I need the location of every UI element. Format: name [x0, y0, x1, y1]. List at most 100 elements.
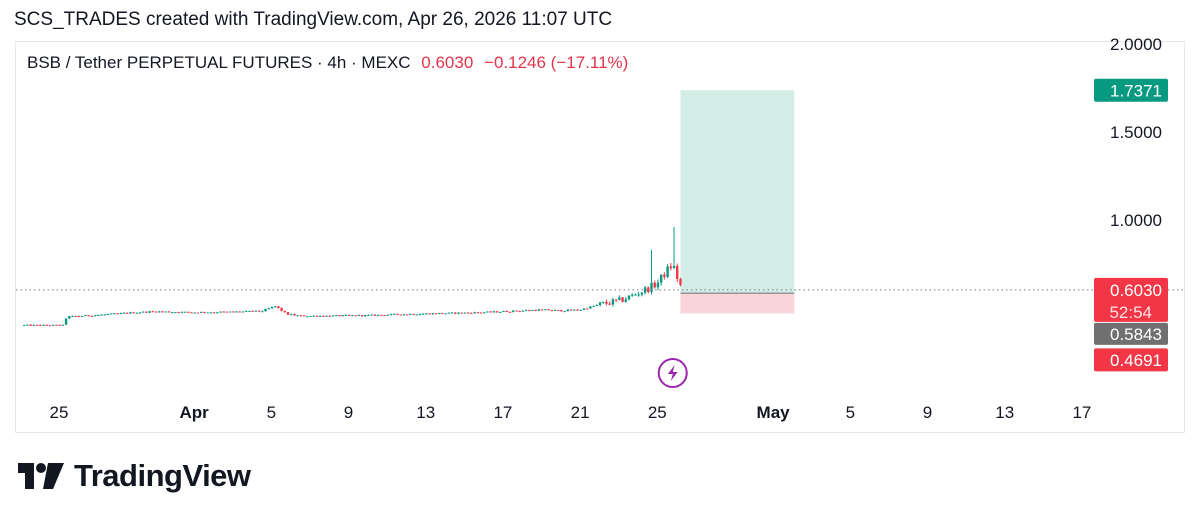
candle-body[interactable] [672, 266, 676, 269]
candle-body[interactable] [476, 312, 480, 314]
candle-body[interactable] [643, 287, 647, 293]
candle-body[interactable] [537, 309, 541, 311]
candle-body[interactable] [544, 309, 547, 311]
candle-body[interactable] [621, 297, 624, 302]
candle-body[interactable] [647, 287, 650, 292]
candle-body[interactable] [405, 314, 409, 316]
candle-body[interactable] [199, 311, 203, 313]
candle-body[interactable] [573, 309, 576, 311]
candle-body[interactable] [318, 315, 322, 317]
candle-body[interactable] [235, 311, 238, 313]
candle-body[interactable] [58, 324, 61, 326]
candle-body[interactable] [515, 310, 518, 312]
candle-body[interactable] [32, 324, 36, 326]
candle-body[interactable] [450, 312, 454, 314]
candle-body[interactable] [180, 311, 184, 313]
candle-body[interactable] [631, 294, 634, 296]
candle-body[interactable] [241, 311, 245, 313]
candle-body[interactable] [502, 310, 505, 312]
candle-body[interactable] [508, 311, 512, 313]
candle-body[interactable] [627, 295, 631, 300]
candle-body[interactable] [557, 309, 560, 311]
candle-body[interactable] [309, 315, 312, 317]
candle-body[interactable] [473, 312, 476, 314]
candle-body[interactable] [45, 324, 48, 326]
candle-body[interactable] [399, 314, 402, 316]
candle-body[interactable] [171, 312, 174, 314]
candle-body[interactable] [52, 324, 55, 326]
candle-body[interactable] [582, 308, 586, 310]
candle-body[interactable] [383, 315, 386, 317]
candle-body[interactable] [109, 313, 113, 315]
candle-body[interactable] [602, 301, 605, 303]
candle-body[interactable] [679, 278, 682, 285]
candle-body[interactable] [277, 306, 280, 309]
candle-body[interactable] [273, 306, 277, 308]
candle-body[interactable] [113, 313, 116, 315]
candle-body[interactable] [238, 311, 241, 313]
candle-body[interactable] [441, 313, 444, 315]
candle-body[interactable] [164, 311, 167, 313]
candle-body[interactable] [248, 310, 251, 312]
candle-body[interactable] [634, 294, 637, 296]
candle-body[interactable] [142, 311, 145, 313]
candle-body[interactable] [228, 311, 232, 313]
candle-body[interactable] [470, 312, 473, 314]
candle-body[interactable] [618, 297, 621, 300]
candle-body[interactable] [367, 314, 370, 316]
candle-body[interactable] [338, 315, 341, 317]
candle-body[interactable] [232, 311, 235, 313]
candle-body[interactable] [145, 311, 148, 313]
candle-body[interactable] [196, 312, 200, 314]
candle-body[interactable] [521, 310, 525, 312]
candle-body[interactable] [663, 274, 666, 277]
candle-body[interactable] [605, 301, 608, 304]
candle-body[interactable] [71, 315, 74, 317]
candle-body[interactable] [466, 312, 470, 314]
candle-body[interactable] [364, 314, 367, 317]
candle-body[interactable] [328, 315, 332, 317]
candle-body[interactable] [357, 315, 360, 317]
candle-body[interactable] [489, 311, 492, 313]
candle-body[interactable] [267, 308, 270, 310]
candle-body[interactable] [23, 325, 26, 327]
candle-body[interactable] [116, 313, 119, 315]
candle-body[interactable] [286, 312, 290, 315]
candle-body[interactable] [26, 324, 29, 326]
candle-body[interactable] [425, 313, 428, 315]
candle-body[interactable] [598, 302, 602, 305]
candle-body[interactable] [293, 314, 296, 316]
candle-body[interactable] [434, 313, 438, 315]
candle-body[interactable] [68, 316, 71, 319]
candle-body[interactable] [341, 315, 344, 317]
candle-body[interactable] [64, 318, 68, 325]
candle-body[interactable] [283, 310, 287, 313]
candle-body[interactable] [576, 309, 579, 311]
candle-body[interactable] [534, 310, 537, 312]
candle-body[interactable] [524, 310, 528, 312]
candle-body[interactable] [97, 315, 100, 317]
candle-body[interactable] [261, 311, 264, 313]
candle-body[interactable] [396, 313, 399, 315]
candle-body[interactable] [174, 312, 177, 314]
candle-body[interactable] [415, 314, 418, 316]
candle-body[interactable] [351, 315, 354, 317]
candle-body[interactable] [77, 316, 81, 318]
candle-body[interactable] [553, 309, 557, 311]
candle-body[interactable] [344, 315, 348, 317]
candle-body[interactable] [676, 266, 679, 279]
candle-body[interactable] [209, 312, 213, 314]
candle-body[interactable] [158, 311, 161, 313]
candle-body[interactable] [444, 313, 447, 315]
candle-body[interactable] [135, 312, 139, 314]
candle-body[interactable] [589, 306, 592, 309]
candle-body[interactable] [280, 308, 283, 311]
candle-body[interactable] [380, 314, 383, 316]
candle-body[interactable] [560, 309, 563, 312]
candle-body[interactable] [183, 311, 187, 313]
candle-body[interactable] [438, 313, 441, 315]
candle-body[interactable] [653, 282, 656, 288]
candle-body[interactable] [505, 310, 508, 312]
position-profit-zone[interactable] [680, 90, 795, 294]
candle-body[interactable] [125, 312, 129, 314]
